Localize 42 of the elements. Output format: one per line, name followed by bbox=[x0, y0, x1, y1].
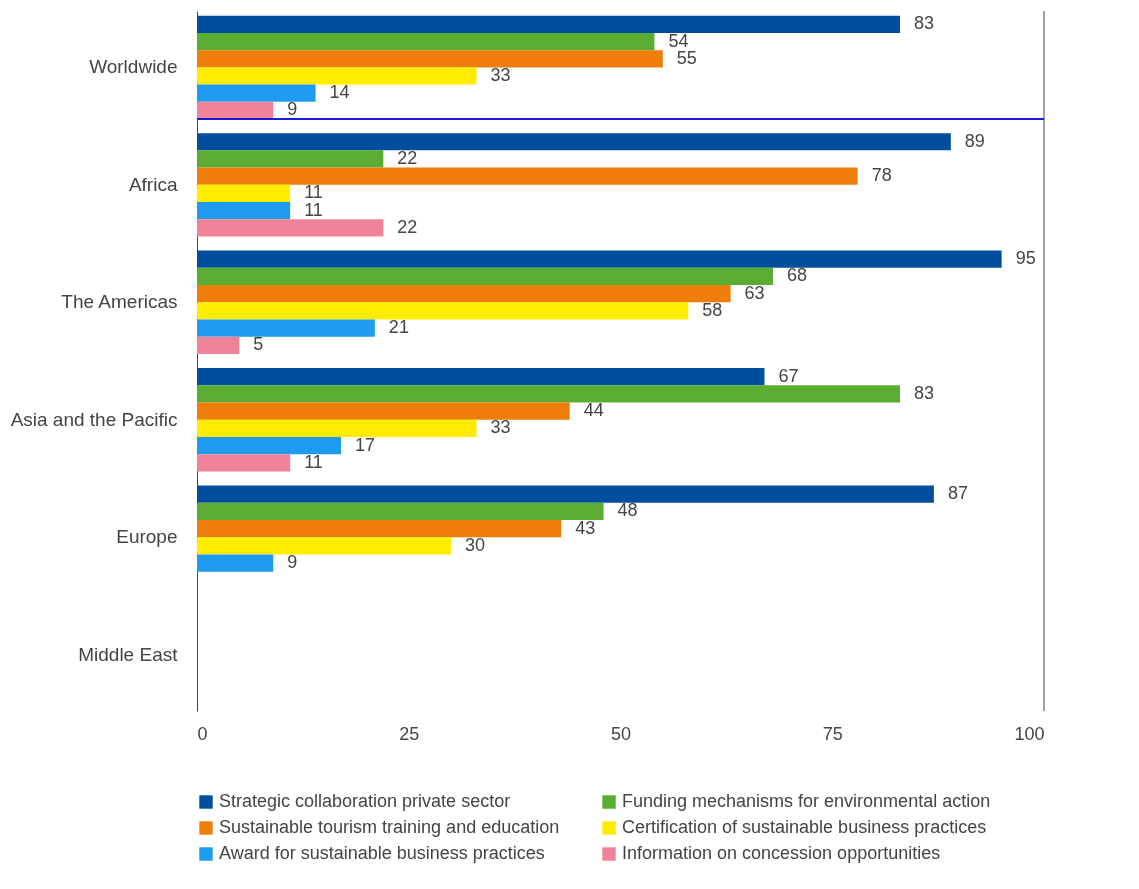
x-tick-label: 0 bbox=[197, 723, 208, 744]
x-tick-label: 75 bbox=[822, 723, 843, 744]
data-label: 43 bbox=[575, 517, 596, 538]
data-label: 83 bbox=[914, 13, 935, 34]
legend-label: Information on concession opportunities bbox=[622, 843, 941, 863]
data-label: 58 bbox=[702, 299, 723, 320]
data-label: 22 bbox=[397, 216, 418, 237]
data-label: 17 bbox=[354, 434, 376, 455]
legend-label: Award for sustainable business practices bbox=[219, 843, 545, 863]
data-label: 9 bbox=[287, 99, 298, 120]
data-label: 11 bbox=[304, 451, 323, 472]
data-label: 14 bbox=[329, 82, 350, 103]
legend-label: Certification of sustainable business practices bbox=[622, 817, 987, 837]
y-tick-label: The Americas bbox=[61, 291, 178, 313]
y-tick-label: Europe bbox=[116, 526, 178, 548]
legend-label: Sustainable tourism training and education bbox=[219, 817, 560, 837]
x-tick-label: 50 bbox=[610, 723, 632, 744]
data-label: 33 bbox=[490, 417, 511, 438]
x-tick-label: 100 bbox=[1014, 723, 1045, 744]
y-tick-label: Africa bbox=[128, 173, 178, 195]
data-label: 44 bbox=[583, 400, 604, 421]
legend-label: Strategic collaboration private sector bbox=[219, 791, 511, 811]
data-label: 21 bbox=[388, 317, 409, 338]
data-label: 95 bbox=[1015, 248, 1036, 269]
data-label: 33 bbox=[490, 64, 511, 85]
data-label: 5 bbox=[253, 334, 264, 355]
legend-label: Funding mechanisms for environmental action bbox=[622, 791, 991, 811]
data-label: 87 bbox=[947, 483, 968, 504]
data-label: 30 bbox=[465, 534, 486, 555]
y-tick-label: Middle East bbox=[78, 643, 179, 665]
data-label: 83 bbox=[914, 382, 935, 403]
data-label: 67 bbox=[778, 365, 799, 386]
data-label: 9 bbox=[287, 552, 298, 573]
y-tick-label: Asia and the Pacific bbox=[10, 408, 178, 430]
data-label: 22 bbox=[397, 147, 418, 168]
data-label: 63 bbox=[744, 282, 765, 303]
data-label: 89 bbox=[964, 130, 985, 151]
data-label: 78 bbox=[871, 165, 892, 186]
x-tick-label: 25 bbox=[399, 723, 420, 744]
data-label: 68 bbox=[786, 265, 807, 286]
data-label: 48 bbox=[617, 500, 638, 521]
y-tick-label: Worldwide bbox=[89, 56, 178, 78]
